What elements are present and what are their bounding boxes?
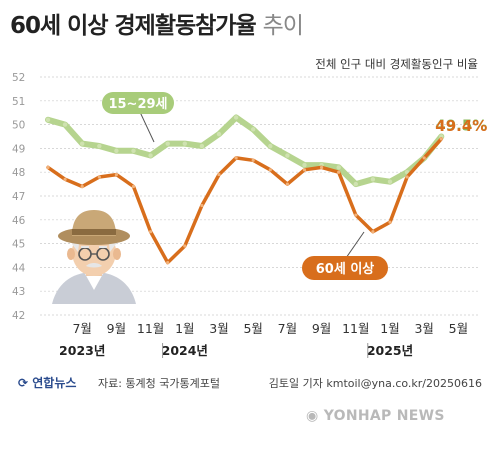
data-point — [336, 165, 341, 170]
chart-subtitle: 전체 인구 대비 경제활동인구 비율 — [315, 57, 478, 71]
data-point — [165, 141, 170, 146]
series-tag-15-29: 15~29세 — [102, 92, 174, 143]
tag-badge — [302, 256, 388, 280]
last-value-label: 49.4% — [435, 117, 487, 135]
data-point — [353, 181, 358, 187]
data-point — [405, 175, 409, 179]
data-point — [131, 184, 136, 189]
tag-badge — [102, 92, 174, 114]
watermark: ◉ YONHAP NEWS — [306, 408, 445, 424]
chart-title: 60세 이상 경제활동참가율 추이 — [10, 6, 304, 40]
x-tick-label: 5월 — [243, 321, 262, 336]
y-tick-label: 44 — [12, 262, 26, 274]
data-point — [166, 261, 170, 265]
tag-label: 60세 이상 — [316, 261, 375, 277]
x-tick-label: 9월 — [107, 321, 126, 336]
data-point — [371, 230, 375, 234]
chart-title-main: 60세 이상 경제활동참가율 — [10, 13, 257, 39]
data-point — [422, 156, 426, 160]
y-tick-label: 49 — [12, 143, 25, 155]
last-value-label: 49.5% — [435, 117, 487, 135]
watermark-globe-icon: ◉ — [306, 408, 324, 424]
y-tick-label: 51 — [12, 96, 25, 108]
data-point — [268, 143, 273, 149]
credit-note: 김토일 기자 kmtoil@yna.co.kr/20250616 — [268, 377, 482, 390]
y-tick-label: 48 — [12, 167, 25, 179]
y-tick-label: 50 — [12, 120, 25, 132]
x-tick-label: 5월 — [449, 321, 468, 336]
logo-text: 연합뉴스 — [32, 376, 77, 390]
tag-label: 15~29세 — [108, 97, 167, 112]
tag-leader-line — [345, 231, 365, 259]
data-point — [251, 158, 255, 162]
data-point — [302, 162, 307, 168]
y-tick-label: 52 — [12, 72, 25, 84]
data-point — [233, 115, 239, 120]
data-point — [131, 148, 136, 153]
y-tick-label: 46 — [12, 215, 26, 227]
data-point — [354, 213, 358, 217]
logo-mark-icon: ⟳ — [18, 376, 29, 390]
data-point — [370, 177, 376, 182]
y-tick-label: 42 — [12, 310, 25, 322]
x-tick-label: 7월 — [72, 321, 91, 336]
series-line-15-29 — [45, 114, 445, 188]
data-point — [148, 153, 153, 158]
x-year-label: 2025년 — [367, 343, 413, 358]
x-tick-label: 9월 — [312, 321, 331, 336]
data-point — [114, 148, 119, 153]
x-tick-label: 11월 — [342, 321, 369, 336]
data-point — [439, 137, 443, 141]
data-point — [285, 182, 289, 186]
x-tick-label: 3월 — [209, 321, 228, 336]
data-point — [388, 220, 392, 224]
yonhap-logo: ⟳ 연합뉴스 — [18, 374, 76, 391]
x-tick-label: 11월 — [137, 321, 164, 336]
elderly-man-illustration — [52, 210, 136, 304]
data-point — [97, 175, 101, 179]
x-year-label: 2024년 — [162, 343, 208, 358]
data-point — [62, 122, 68, 127]
x-tick-label: 1월 — [175, 321, 194, 336]
data-point — [97, 143, 102, 149]
data-point — [46, 165, 50, 170]
watermark-text: YONHAP NEWS — [323, 408, 445, 424]
data-point — [234, 156, 238, 160]
data-point — [217, 172, 221, 177]
y-tick-label: 47 — [12, 191, 25, 203]
y-tick-label: 45 — [12, 239, 25, 251]
series-line-60-plus — [46, 137, 444, 265]
data-point — [63, 177, 67, 181]
data-point — [183, 244, 187, 248]
data-point — [45, 117, 51, 123]
data-point — [182, 141, 187, 146]
data-point — [268, 168, 272, 172]
x-tick-label: 3월 — [414, 321, 433, 336]
data-point — [149, 230, 153, 234]
data-point — [337, 170, 341, 174]
data-point — [320, 165, 324, 170]
y-tick-label: 43 — [12, 286, 25, 298]
x-year-label: 2023년 — [59, 343, 105, 358]
x-tick-label: 1월 — [380, 321, 399, 336]
data-point — [216, 131, 222, 137]
source-note: 자료: 통계청 국가통계포털 — [98, 377, 221, 390]
data-point — [199, 143, 205, 149]
data-point — [80, 141, 85, 146]
x-tick-label: 7월 — [278, 321, 297, 336]
data-point — [114, 172, 118, 177]
data-point — [302, 168, 307, 172]
data-point — [387, 179, 393, 184]
data-point — [285, 153, 290, 158]
data-point — [251, 127, 256, 132]
chart-title-suffix: 추이 — [262, 13, 304, 39]
data-point — [80, 184, 84, 189]
tag-leader-line — [139, 111, 155, 143]
series-tag-60-plus: 60세 이상 — [302, 231, 388, 280]
data-point — [200, 203, 204, 208]
